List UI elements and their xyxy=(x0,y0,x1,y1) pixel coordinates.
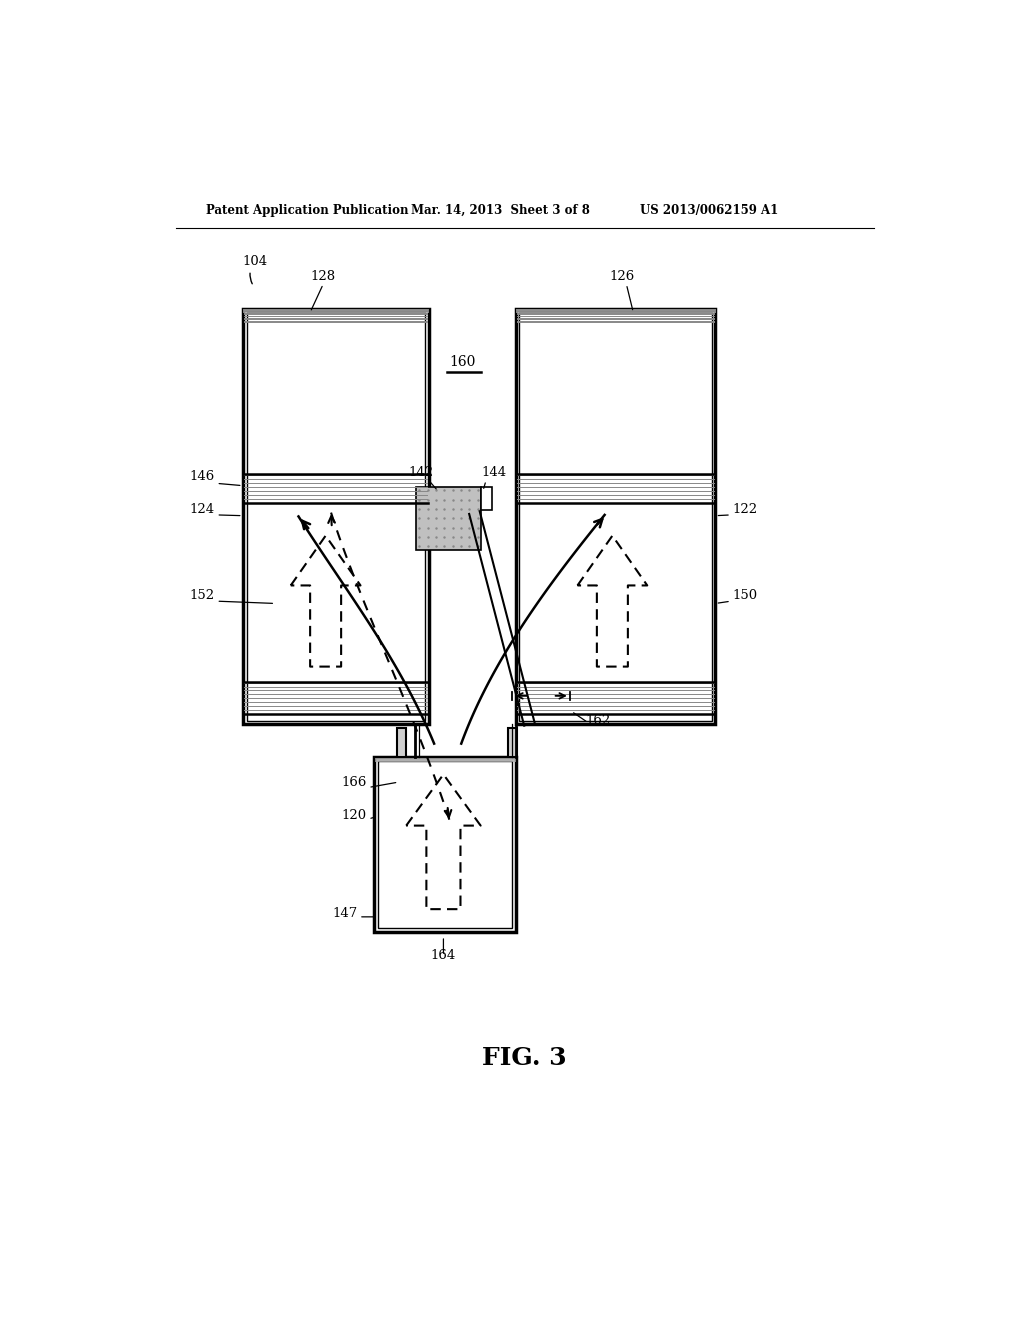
Text: 124: 124 xyxy=(189,503,215,516)
Bar xyxy=(519,313,712,721)
Text: Mar. 14, 2013  Sheet 3 of 8: Mar. 14, 2013 Sheet 3 of 8 xyxy=(411,205,590,218)
Text: 120: 120 xyxy=(342,809,367,822)
Text: 160: 160 xyxy=(450,355,476,370)
Text: 142: 142 xyxy=(409,466,433,479)
Text: 146: 146 xyxy=(189,470,215,483)
Bar xyxy=(508,729,517,758)
Text: Patent Application Publication: Patent Application Publication xyxy=(206,205,408,218)
Bar xyxy=(480,487,493,511)
Bar xyxy=(247,313,425,721)
Bar xyxy=(397,729,407,758)
Text: 150: 150 xyxy=(732,589,758,602)
Text: FIG. 3: FIG. 3 xyxy=(482,1045,567,1069)
Text: 152: 152 xyxy=(189,589,215,602)
Text: 144: 144 xyxy=(481,466,507,479)
Bar xyxy=(417,487,480,549)
Text: 128: 128 xyxy=(310,271,336,282)
Text: 162: 162 xyxy=(586,714,610,727)
Bar xyxy=(515,309,716,725)
Text: 126: 126 xyxy=(610,271,635,282)
Bar xyxy=(243,309,429,725)
Bar xyxy=(375,758,515,932)
Bar xyxy=(378,762,512,928)
Text: 104: 104 xyxy=(243,255,268,284)
Text: 122: 122 xyxy=(732,503,758,516)
Text: 147: 147 xyxy=(332,907,357,920)
Text: 166: 166 xyxy=(341,776,367,789)
Text: 164: 164 xyxy=(431,949,456,962)
Text: US 2013/0062159 A1: US 2013/0062159 A1 xyxy=(640,205,778,218)
